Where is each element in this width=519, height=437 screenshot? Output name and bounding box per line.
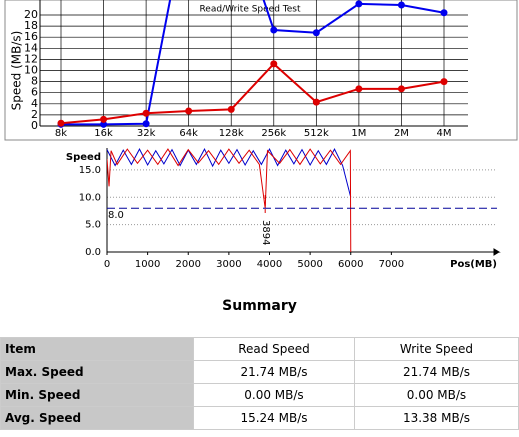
point xyxy=(270,26,278,34)
y-tick-label: 6 xyxy=(31,86,38,99)
y-tick-label: 16 xyxy=(24,30,38,43)
y-tick-label: 10 xyxy=(24,64,38,77)
x-tick-label: 512k xyxy=(304,128,329,139)
cell: 0.00 MB/s xyxy=(353,383,519,407)
x-tick-label: 32k xyxy=(137,128,156,139)
cell: Item xyxy=(0,337,194,361)
plot xyxy=(107,148,352,253)
x-tick-label: 256k xyxy=(261,128,286,139)
point xyxy=(100,115,108,123)
line xyxy=(60,62,445,125)
summary-title: Summary xyxy=(222,298,297,314)
y-axis-label: Speed xyxy=(66,152,101,163)
axis xyxy=(107,248,501,256)
y-tick-label: 0.0 xyxy=(85,247,101,258)
x-tick-label: 16k xyxy=(94,128,113,139)
point xyxy=(355,85,363,93)
trace xyxy=(107,148,352,198)
point xyxy=(312,29,320,37)
y-tick-label: 8 xyxy=(31,75,38,88)
x-tick-label: 1000 xyxy=(135,259,160,270)
point xyxy=(57,119,65,127)
cell: Min. Speed xyxy=(0,383,194,407)
plot xyxy=(57,0,448,128)
y-tick-label: 2 xyxy=(31,108,38,121)
average-label: 8.0 xyxy=(108,210,124,221)
x-tick-label: 2M xyxy=(394,128,409,139)
y-tick-label: 5.0 xyxy=(85,220,101,231)
cell: 21.74 MB/s xyxy=(353,360,519,384)
point xyxy=(142,109,150,117)
point xyxy=(397,1,405,9)
point xyxy=(440,78,448,86)
cell: 15.24 MB/s xyxy=(193,406,355,430)
x-tick-label: 0 xyxy=(104,259,110,270)
x-tick-label: 4M xyxy=(437,128,452,139)
point xyxy=(185,107,193,115)
point xyxy=(100,120,108,128)
x-tick-label: 2000 xyxy=(176,259,201,270)
y-axis-label: Speed (MB/s) xyxy=(10,31,24,111)
row: Item Read Speed Write Speed xyxy=(0,337,519,361)
point xyxy=(312,98,320,106)
point xyxy=(227,105,235,113)
row: Avg. Speed 15.24 MB/s 13.38 MB/s xyxy=(0,406,519,430)
marker-label: 3894 xyxy=(260,220,271,245)
cell: 13.38 MB/s xyxy=(353,406,519,430)
x-axis-label: Pos(MB) xyxy=(450,259,497,270)
x-tick-label: 7000 xyxy=(379,259,404,270)
row: Max. Speed 21.74 MB/s 21.74 MB/s xyxy=(0,360,519,384)
y-tick-label: 18 xyxy=(24,19,38,32)
y-tick-label: 10.0 xyxy=(79,192,101,203)
y-tick-label: 20 xyxy=(24,8,38,21)
x-tick-label: 64k xyxy=(179,128,198,139)
point xyxy=(397,85,405,93)
cell: Avg. Speed xyxy=(0,406,194,430)
cell: 0.00 MB/s xyxy=(193,383,355,407)
point xyxy=(355,0,363,8)
summary-table: Item Read Speed Write Speed Max. Speed 21.74… xyxy=(0,337,519,430)
point xyxy=(270,60,278,68)
cell: Max. Speed xyxy=(0,360,194,384)
x-tick-label: 128k xyxy=(219,128,244,139)
y-tick-label: 0 xyxy=(31,119,38,132)
cell: Read Speed xyxy=(193,337,355,361)
x-tick-label: 5000 xyxy=(297,259,322,270)
cell: Write Speed xyxy=(353,337,519,361)
x-tick-label: 1M xyxy=(351,128,366,139)
row: Min. Speed 0.00 MB/s 0.00 MB/s xyxy=(0,383,519,407)
point xyxy=(440,9,448,17)
chart-frame xyxy=(4,0,518,141)
x-tick-label: 3000 xyxy=(216,259,241,270)
x-tick-label: 4000 xyxy=(257,259,282,270)
chart-title: Read/Write Speed Test xyxy=(199,5,301,15)
line xyxy=(61,0,445,126)
y-tick-label: 14 xyxy=(24,41,38,54)
trace xyxy=(107,148,352,253)
y-tick-label: 4 xyxy=(31,97,38,110)
point xyxy=(142,120,150,128)
y-tick-label: 15.0 xyxy=(79,165,101,176)
x-tick-label: 6000 xyxy=(338,259,363,270)
cell: 21.74 MB/s xyxy=(193,360,355,384)
x-tick-label: 8k xyxy=(55,128,67,139)
y-tick-label: 12 xyxy=(24,52,38,65)
